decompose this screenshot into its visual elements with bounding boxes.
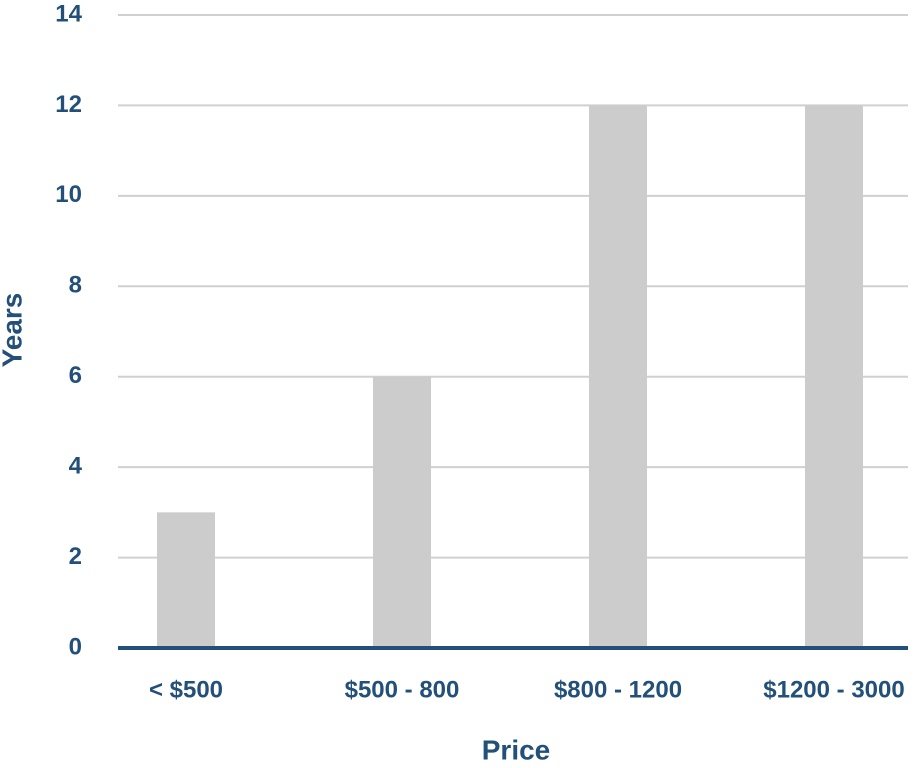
- y-tick-label: 8: [69, 272, 82, 299]
- y-tick-label: 2: [69, 543, 82, 570]
- x-tick-label: $1200 - 3000: [763, 676, 904, 703]
- y-tick-label: 10: [55, 181, 82, 208]
- y-tick-label: 0: [69, 633, 82, 660]
- y-tick-label: 12: [55, 91, 82, 118]
- y-tick-label: 4: [69, 452, 83, 479]
- y-tick-label: 6: [69, 362, 82, 389]
- bar: [157, 512, 215, 648]
- x-tick-label: $500 - 800: [345, 676, 460, 703]
- x-tick-label: $800 - 1200: [554, 676, 682, 703]
- y-tick-label: 14: [55, 0, 82, 27]
- bar: [805, 105, 863, 648]
- x-tick-label: < $500: [149, 676, 223, 703]
- bar: [373, 376, 431, 648]
- bar: [589, 105, 647, 648]
- x-axis-label: Price: [482, 734, 551, 765]
- y-axis-label: Years: [0, 293, 27, 368]
